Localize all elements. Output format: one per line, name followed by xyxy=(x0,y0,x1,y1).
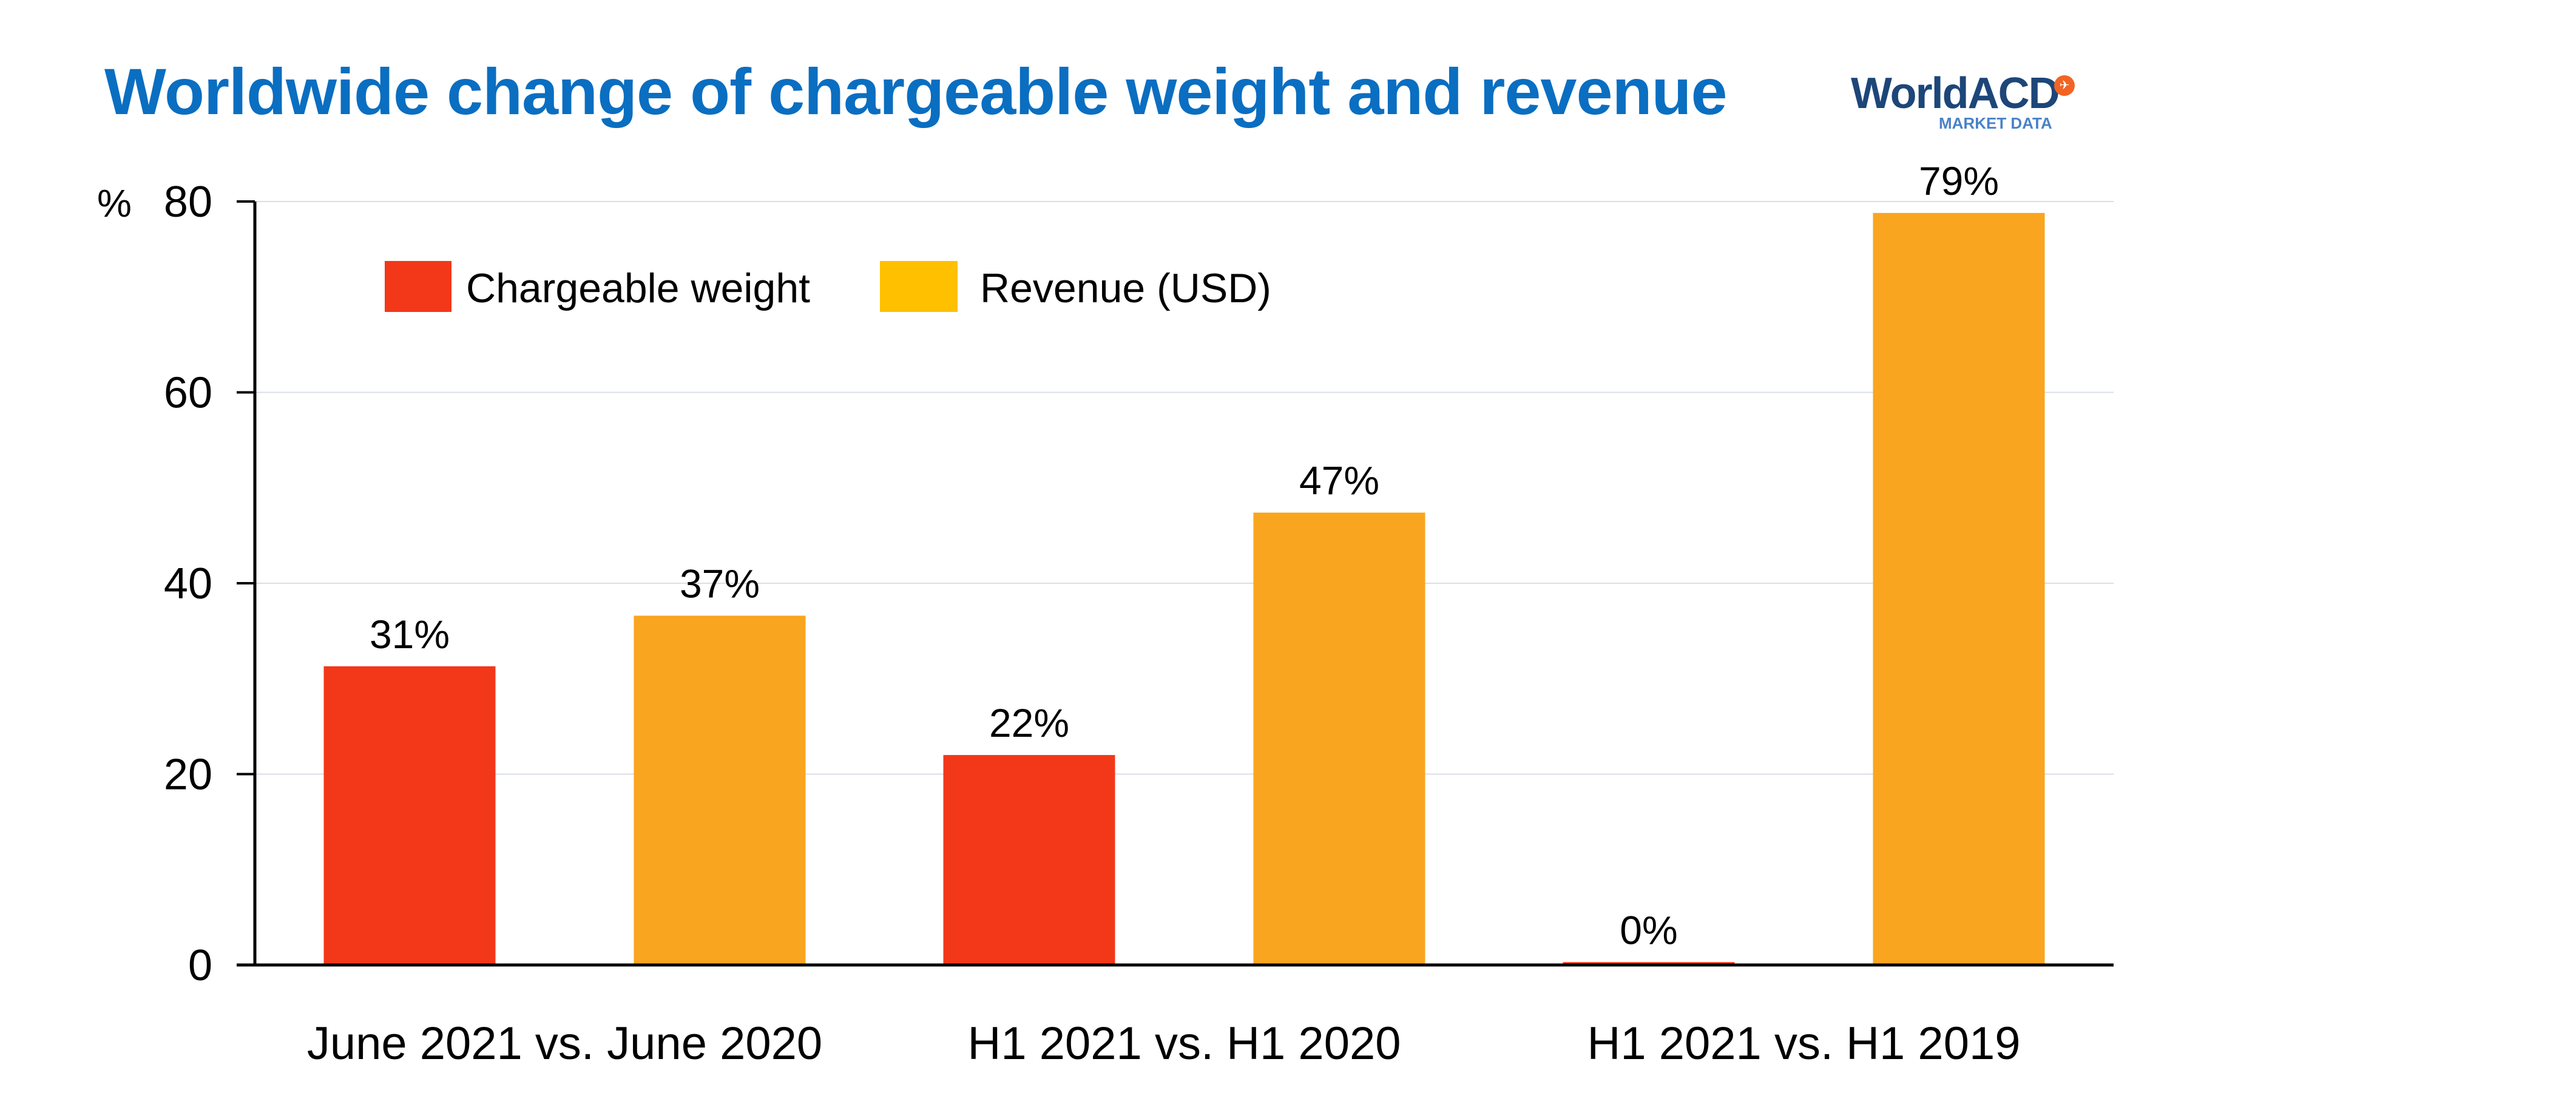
legend-swatch xyxy=(880,261,958,312)
y-tick-label: 40 xyxy=(164,560,212,608)
logo-subtitle: MARKET DATA xyxy=(1939,114,2052,132)
bar-revenue xyxy=(634,615,806,965)
data-label: 22% xyxy=(989,700,1069,745)
bar-chargeable-weight xyxy=(323,666,496,965)
airplane-icon: ✈ xyxy=(2054,75,2075,96)
data-label: 47% xyxy=(1299,458,1379,503)
bar-chargeable-weight xyxy=(943,755,1115,965)
data-label: 79% xyxy=(1919,158,1999,203)
x-category-label: H1 2021 vs. H1 2019 xyxy=(1587,1018,2020,1069)
y-tick-label: 0 xyxy=(188,941,212,990)
legend-label: Chargeable weight xyxy=(466,265,810,311)
x-category-label: June 2021 vs. June 2020 xyxy=(307,1018,822,1069)
logo-wordmark: WorldACD xyxy=(1851,69,2060,118)
data-label: 0% xyxy=(1620,907,1677,952)
y-axis-label: % xyxy=(97,181,132,225)
legend-swatch xyxy=(385,261,451,312)
worldacd-logo: WorldACD MARKET DATA ✈ xyxy=(1851,69,2075,138)
data-label: 31% xyxy=(370,612,450,657)
y-tick-label: 80 xyxy=(164,178,212,226)
y-tick-label: 60 xyxy=(164,369,212,418)
y-tick-label: 20 xyxy=(164,751,212,799)
data-label: 37% xyxy=(680,561,760,606)
bar-revenue xyxy=(1873,212,2045,965)
bar-revenue xyxy=(1253,512,1425,965)
legend-label: Revenue (USD) xyxy=(980,265,1271,311)
x-category-label: H1 2021 vs. H1 2020 xyxy=(967,1018,1401,1069)
chart-title: Worldwide change of chargeable weight an… xyxy=(104,55,1728,128)
